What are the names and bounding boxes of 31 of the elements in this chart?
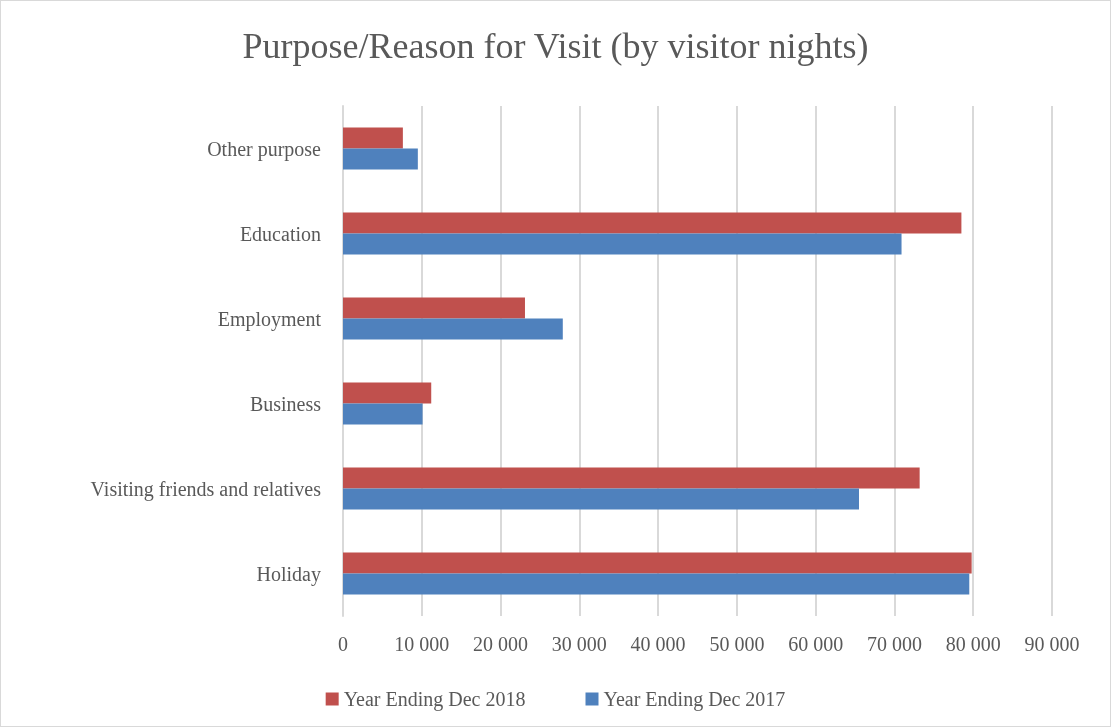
x-tick-label: 30 000 [551, 633, 607, 655]
y-tick-label: Holiday [256, 562, 321, 586]
y-tick-label: Employment [217, 307, 322, 331]
y-tick-label: Education [239, 222, 321, 245]
x-tick-label: 90 000 [1024, 633, 1080, 655]
bar [343, 318, 563, 340]
bar [343, 148, 418, 170]
bar [343, 297, 525, 319]
bar [343, 127, 403, 149]
legend-label: Year Ending Dec 2018 [343, 688, 526, 711]
bar [343, 212, 962, 234]
bar [343, 552, 972, 574]
bar [343, 382, 432, 404]
x-tick-label: 10 000 [394, 633, 450, 655]
x-tick-label: 50 000 [709, 633, 765, 655]
x-tick-label: 40 000 [630, 633, 686, 655]
legend-label: Year Ending Dec 2017 [603, 688, 786, 711]
y-tick-label: Visiting friends and relatives [90, 477, 322, 501]
bar [343, 573, 970, 595]
bar [343, 467, 920, 489]
x-tick-label: 80 000 [945, 633, 1001, 655]
bar [343, 233, 902, 255]
bar [343, 403, 423, 425]
x-tick-label: 20 000 [473, 633, 529, 655]
y-tick-label: Business [249, 392, 322, 415]
y-tick-label: Other purpose [207, 137, 322, 161]
x-tick-label: 0 [338, 633, 348, 655]
x-tick-label: 60 000 [788, 633, 844, 655]
chart-title: Purpose/Reason for Visit (by visitor nights) [242, 26, 869, 66]
bar [343, 488, 859, 510]
x-tick-label: 70 000 [866, 633, 922, 655]
